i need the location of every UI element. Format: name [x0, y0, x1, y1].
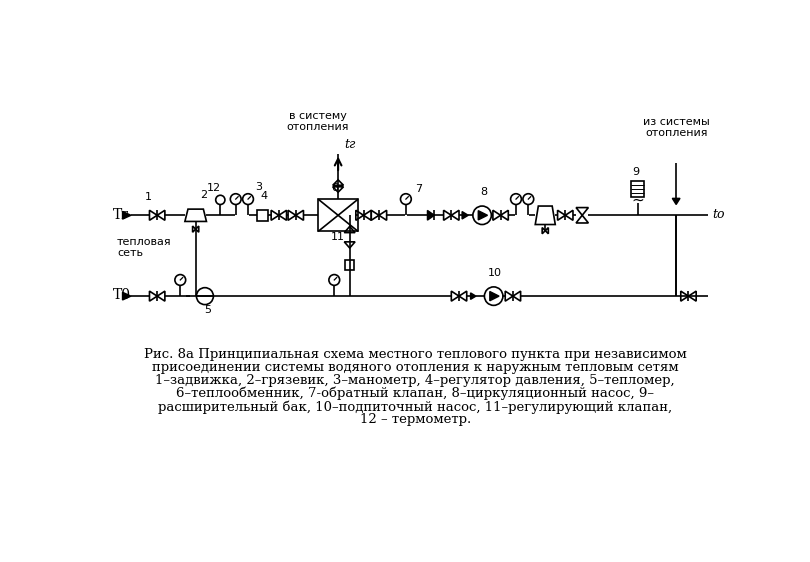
Text: Рис. 8а Принципиальная схема местного теплового пункта при независимом: Рис. 8а Принципиальная схема местного те…	[143, 348, 687, 361]
Polygon shape	[490, 292, 499, 301]
Polygon shape	[478, 211, 488, 220]
Text: 10: 10	[488, 268, 502, 278]
Polygon shape	[428, 210, 434, 220]
Text: 2: 2	[200, 191, 207, 200]
Text: 6: 6	[331, 183, 339, 193]
Text: 11: 11	[330, 232, 344, 242]
Text: 12: 12	[207, 183, 221, 193]
Polygon shape	[122, 211, 131, 219]
Text: 7: 7	[415, 184, 422, 194]
Text: расширительный бак, 10–подпиточный насос, 11–регулирующий клапан,: расширительный бак, 10–подпиточный насос…	[158, 400, 672, 414]
Text: to: to	[712, 208, 725, 221]
Text: 4: 4	[261, 191, 268, 201]
Bar	[631, 182, 644, 197]
Text: 12 – термометр.: 12 – термометр.	[360, 413, 471, 426]
Text: 3: 3	[255, 182, 262, 192]
Text: 5: 5	[204, 305, 211, 315]
Text: 8: 8	[480, 187, 488, 197]
Polygon shape	[471, 293, 476, 300]
Text: присоединении системы водяного отопления к наружным тепловым сетям: присоединении системы водяного отопления…	[151, 361, 679, 374]
Text: ~: ~	[631, 192, 644, 207]
Bar	[345, 260, 354, 270]
Text: 6–теплообменник, 7-обратный клапан, 8–циркуляционный насос, 9–: 6–теплообменник, 7-обратный клапан, 8–ци…	[176, 387, 654, 401]
Polygon shape	[462, 211, 468, 219]
Text: тепловая
сеть: тепловая сеть	[117, 237, 172, 259]
Text: 9: 9	[632, 167, 639, 177]
Polygon shape	[672, 198, 680, 205]
Polygon shape	[122, 292, 131, 300]
Text: в систему
отопления: в систему отопления	[287, 111, 349, 132]
Text: из системы
отопления: из системы отопления	[643, 117, 710, 138]
Bar	[258, 210, 268, 221]
Text: 1–задвижка, 2–грязевик, 3–манометр, 4–регулятор давления, 5–тепломер,: 1–задвижка, 2–грязевик, 3–манометр, 4–ре…	[156, 374, 675, 387]
Text: Т0: Т0	[113, 288, 130, 302]
Bar	[318, 199, 358, 232]
Text: tг: tг	[344, 138, 356, 151]
Text: Тг: Тг	[113, 207, 129, 221]
Text: 1: 1	[144, 192, 151, 202]
